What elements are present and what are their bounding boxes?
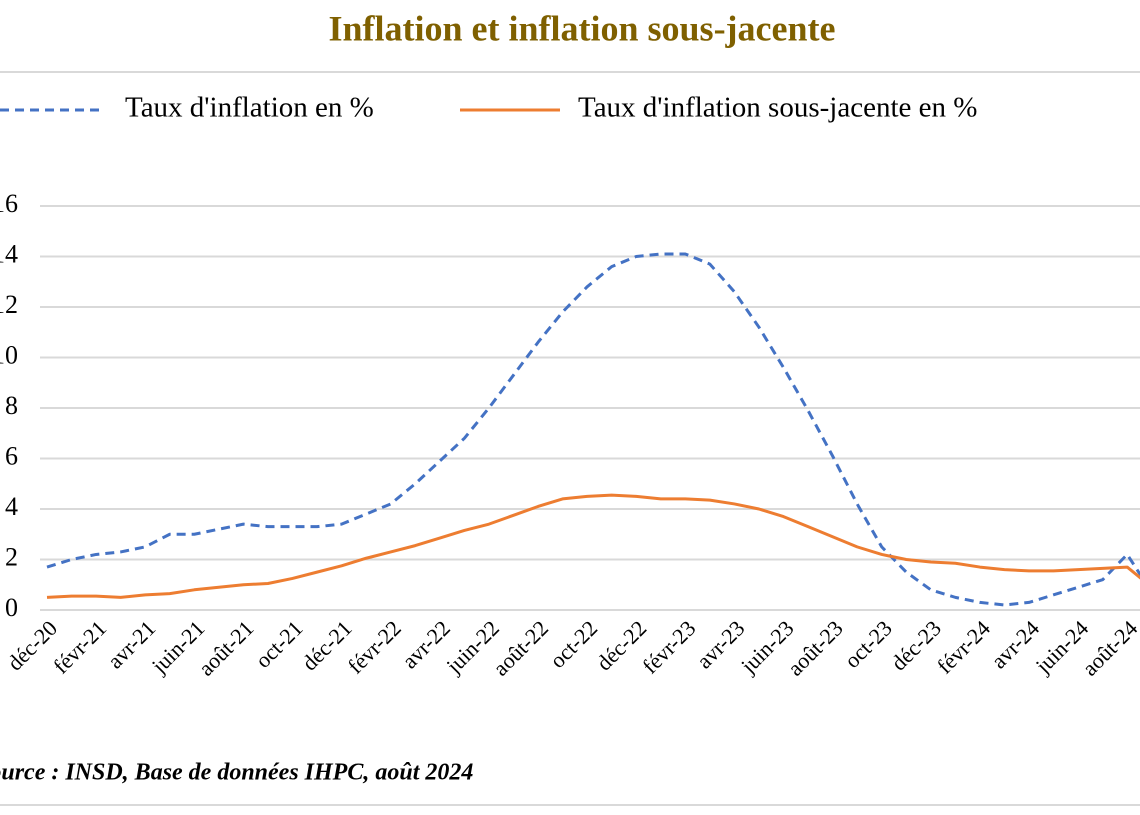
y-tick-label: 6 [5,441,18,470]
x-tick-label: févr-22 [343,615,406,678]
source: Source : INSD, Base de données IHPC, aoû… [0,760,473,786]
y-tick-label: 14 [0,239,18,268]
x-tick-label: févr-23 [637,615,700,678]
x-tick-label: août-21 [193,615,258,680]
y-tick-label: 0 [5,593,18,622]
x-tick-label: oct-23 [839,615,896,672]
x-tick-label: août-24 [1077,615,1140,680]
x-tick-label: févr-24 [932,615,995,678]
legend-label: Taux d'inflation en % [125,92,374,124]
x-tick-label: août-23 [783,615,848,680]
x-tick-label: févr-21 [48,615,111,678]
legend-label: Taux d'inflation sous-jacente en % [578,92,977,124]
y-tick-label: 4 [5,492,18,521]
line-series [46,252,1140,607]
y-tick-label: 8 [5,391,18,420]
y-tick-label: 2 [5,542,18,571]
line-series [46,493,1140,599]
x-tick-label: oct-21 [250,615,307,672]
chart-title: Inflation et inflation sous-jacente [329,8,836,48]
x-tick-label: août-22 [488,615,553,680]
y-tick-label: 10 [0,340,18,369]
x-tick-label: oct-22 [545,615,602,672]
y-tick-label: 12 [0,290,18,319]
y-tick-label: 16 [0,189,18,218]
